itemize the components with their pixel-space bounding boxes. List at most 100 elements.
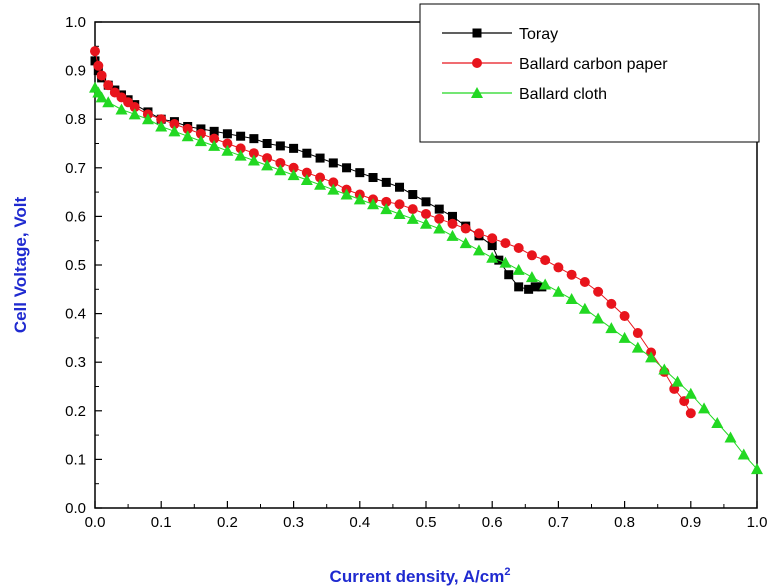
data-point xyxy=(684,387,697,399)
data-point xyxy=(90,56,100,66)
series-1 xyxy=(90,46,696,419)
data-point xyxy=(169,119,180,130)
data-point xyxy=(209,133,220,144)
data-point xyxy=(737,448,750,460)
data-point xyxy=(156,114,167,125)
x-axis-title: Current density, A/cm2 xyxy=(330,566,511,586)
x-tick-label: 0.1 xyxy=(151,514,172,531)
data-point xyxy=(406,212,419,224)
y-tick-label: 0.4 xyxy=(65,306,86,323)
legend-label: Ballard cloth xyxy=(519,86,607,103)
series-layer xyxy=(89,46,763,475)
data-point xyxy=(579,277,590,288)
data-point xyxy=(526,250,537,261)
data-point xyxy=(499,256,512,268)
data-point xyxy=(524,284,534,294)
data-point xyxy=(446,229,459,241)
data-point xyxy=(340,188,353,200)
data-point xyxy=(645,351,658,363)
data-point xyxy=(447,218,458,229)
data-point xyxy=(619,311,630,322)
data-point xyxy=(274,164,287,176)
data-point xyxy=(95,91,108,103)
data-point xyxy=(129,102,140,113)
data-point xyxy=(487,233,498,244)
data-point xyxy=(128,108,141,120)
legend: Toray Ballard carbon paper Ballard cloth xyxy=(419,3,760,143)
data-point xyxy=(711,416,724,428)
legend-marker xyxy=(472,58,482,68)
data-point xyxy=(565,293,578,305)
data-point xyxy=(472,244,485,256)
x-tick-label: 0.6 xyxy=(482,514,503,531)
data-point xyxy=(287,169,300,181)
data-point xyxy=(355,168,365,178)
x-axis-title-sup: 2 xyxy=(504,566,510,578)
x-tick-label: 0.2 xyxy=(217,514,238,531)
data-point xyxy=(141,113,154,125)
data-point xyxy=(447,211,457,221)
data-point xyxy=(168,125,181,137)
data-point xyxy=(631,341,644,353)
data-point xyxy=(315,153,325,163)
legend-box xyxy=(419,3,760,143)
data-point xyxy=(671,375,684,387)
legend-entries: Toray Ballard carbon paper Ballard cloth xyxy=(442,26,668,103)
data-point xyxy=(530,282,540,292)
data-point xyxy=(504,270,514,280)
data-point xyxy=(751,463,763,475)
data-point xyxy=(301,167,312,178)
data-point xyxy=(262,153,273,164)
y-tick-label: 0.3 xyxy=(65,354,86,371)
x-tick-label: 0.0 xyxy=(85,514,106,531)
data-point xyxy=(367,198,380,210)
y-tick-label: 0.7 xyxy=(65,160,86,177)
y-tick-label: 0.0 xyxy=(65,500,86,517)
data-point xyxy=(289,143,299,153)
data-point xyxy=(421,208,431,219)
data-point xyxy=(275,141,285,151)
data-point xyxy=(327,183,340,195)
data-point xyxy=(698,402,711,414)
data-point xyxy=(539,278,552,290)
data-point xyxy=(566,269,577,280)
data-point xyxy=(724,431,737,443)
data-point xyxy=(155,120,168,132)
y-tick-label: 0.8 xyxy=(65,111,86,128)
data-point xyxy=(460,223,471,234)
data-point xyxy=(420,217,432,229)
data-point xyxy=(300,173,313,185)
data-point xyxy=(632,328,643,339)
data-point xyxy=(486,251,499,263)
data-point xyxy=(275,157,286,168)
data-point xyxy=(395,182,405,192)
data-point xyxy=(247,154,260,166)
data-point xyxy=(393,207,406,219)
data-point xyxy=(552,285,565,297)
data-point xyxy=(434,204,444,214)
data-point xyxy=(514,282,524,292)
data-point xyxy=(181,130,194,142)
data-point xyxy=(234,149,247,161)
data-point xyxy=(394,199,405,210)
data-point xyxy=(513,242,524,253)
data-point xyxy=(525,271,538,283)
data-point xyxy=(593,286,604,297)
data-point xyxy=(381,196,392,207)
data-point xyxy=(459,237,472,249)
x-tick-label: 0.5 xyxy=(416,514,437,531)
x-axis-title-main: Current density, A/cm xyxy=(330,567,505,586)
data-point xyxy=(221,144,234,156)
data-point xyxy=(194,135,207,147)
x-tick-label: 0.7 xyxy=(548,514,569,531)
x-tick-label: 1.0 xyxy=(747,514,768,531)
data-point xyxy=(606,298,617,309)
data-point xyxy=(262,139,272,148)
data-point xyxy=(605,322,618,334)
data-point xyxy=(90,46,100,57)
data-point xyxy=(408,190,418,200)
ticks-layer: 0.0 0.1 0.2 0.3 0.4 0.5 0.6 0.7 0.8 0.9 1.0 0.0 0.1 0… xyxy=(65,14,767,531)
data-point xyxy=(288,162,299,173)
data-point xyxy=(182,123,193,134)
